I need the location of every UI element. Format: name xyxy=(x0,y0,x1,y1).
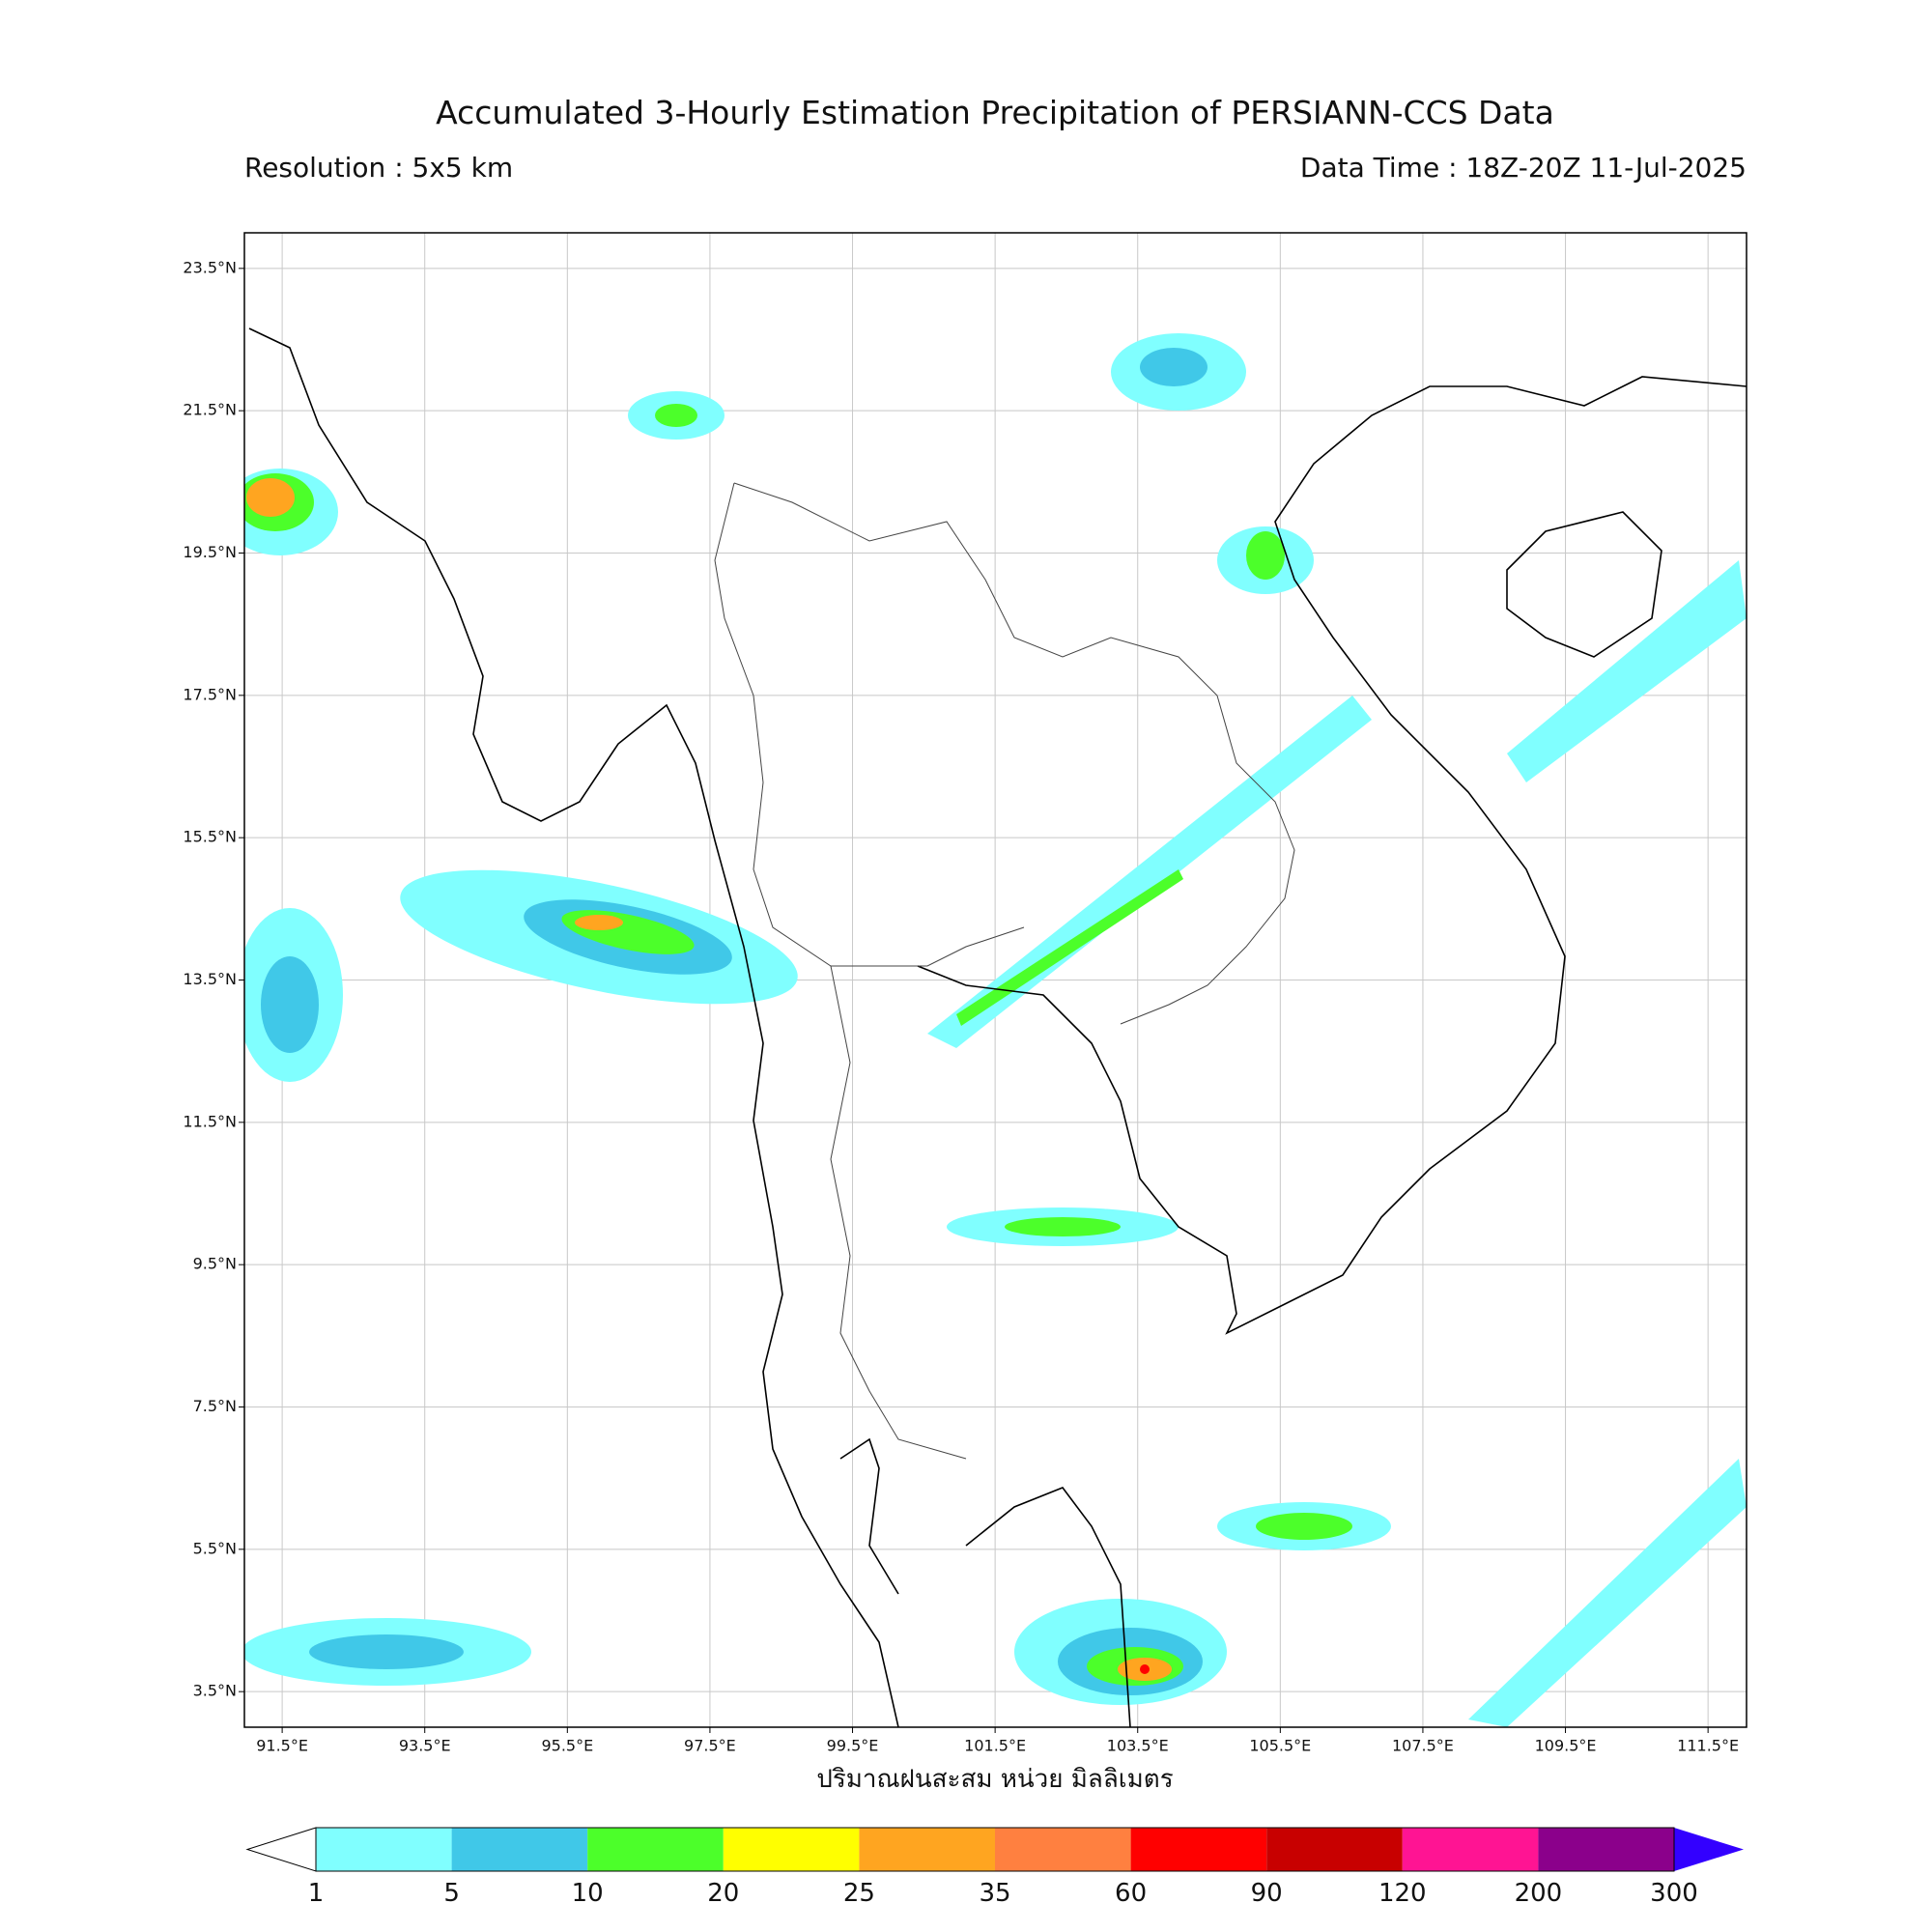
y-tick-label: 15.5°N xyxy=(183,828,237,846)
x-tick-label: 97.5°E xyxy=(684,1737,736,1755)
colorbar-label: 120 xyxy=(1378,1879,1427,1908)
colorbar-segment xyxy=(587,1828,724,1871)
y-tick-label: 3.5°N xyxy=(193,1682,237,1700)
resolution: Resolution : 5x5 km xyxy=(244,152,513,184)
colorbar-segment xyxy=(859,1828,995,1871)
y-tick-label: 21.5°N xyxy=(183,401,237,419)
colorbar-label: 1 xyxy=(308,1879,325,1908)
colorbar-label: 300 xyxy=(1650,1879,1698,1908)
colorbar-label: 200 xyxy=(1515,1879,1563,1908)
y-tick-label: 19.5°N xyxy=(183,543,237,561)
colorbar-segment xyxy=(1538,1828,1674,1871)
colorbar-label: 25 xyxy=(843,1879,875,1908)
colorbar-label: 10 xyxy=(572,1879,604,1908)
colorbar-label: 35 xyxy=(979,1879,1010,1908)
y-tick-label: 5.5°N xyxy=(193,1539,237,1557)
precipitation xyxy=(244,333,1747,1727)
x-tick-label: 109.5°E xyxy=(1535,1737,1597,1755)
colorbar-segment xyxy=(451,1828,588,1871)
colorbar-segment xyxy=(316,1828,452,1871)
colorbar-label: 90 xyxy=(1251,1879,1283,1908)
x-tick-label: 107.5°E xyxy=(1392,1737,1454,1755)
y-tick-label: 13.5°N xyxy=(183,970,237,988)
colorbar-over xyxy=(1674,1828,1744,1871)
x-tick-label: 91.5°E xyxy=(256,1737,308,1755)
colorbar-segment xyxy=(1402,1828,1539,1871)
colorbar-segment xyxy=(995,1828,1131,1871)
y-tick-label: 9.5°N xyxy=(193,1255,237,1273)
colorbar-segment xyxy=(1266,1828,1403,1871)
colorbar-under xyxy=(245,1827,317,1872)
x-tick-label: 93.5°E xyxy=(399,1737,451,1755)
grid xyxy=(244,233,1747,1727)
x-tick-label: 101.5°E xyxy=(964,1737,1026,1755)
colorbar-segment xyxy=(723,1828,860,1871)
colorbar: 1 5 10 20 25 35 60 90 120 200 300 xyxy=(245,1827,1744,1908)
colorbar-segment xyxy=(1130,1828,1267,1871)
data-time: Data Time : 18Z-20Z 11-Jul-2025 xyxy=(1300,152,1747,184)
colorbar-label: 5 xyxy=(443,1879,460,1908)
y-tick-label: 11.5°N xyxy=(183,1112,237,1130)
x-tick-label: 95.5°E xyxy=(541,1737,593,1755)
y-tick-label: 17.5°N xyxy=(183,685,237,703)
coastlines xyxy=(248,327,1747,1727)
colorbar-label: 60 xyxy=(1115,1879,1147,1908)
y-tick-label: 7.5°N xyxy=(193,1397,237,1415)
x-tick-label: 99.5°E xyxy=(827,1737,879,1755)
colorbar-label: 20 xyxy=(707,1879,739,1908)
y-tick-label: 23.5°N xyxy=(183,258,237,276)
x-tick-label: 103.5°E xyxy=(1107,1737,1169,1755)
x-tick-label: 105.5°E xyxy=(1249,1737,1311,1755)
colorbar-frame xyxy=(315,1827,1675,1872)
x-tick-label: 111.5°E xyxy=(1677,1737,1739,1755)
x-label: ปริมาณฝนสะสม หน่วย มิลลิเมตร xyxy=(816,1765,1173,1794)
title: Accumulated 3-Hourly Estimation Precipit… xyxy=(436,94,1554,131)
